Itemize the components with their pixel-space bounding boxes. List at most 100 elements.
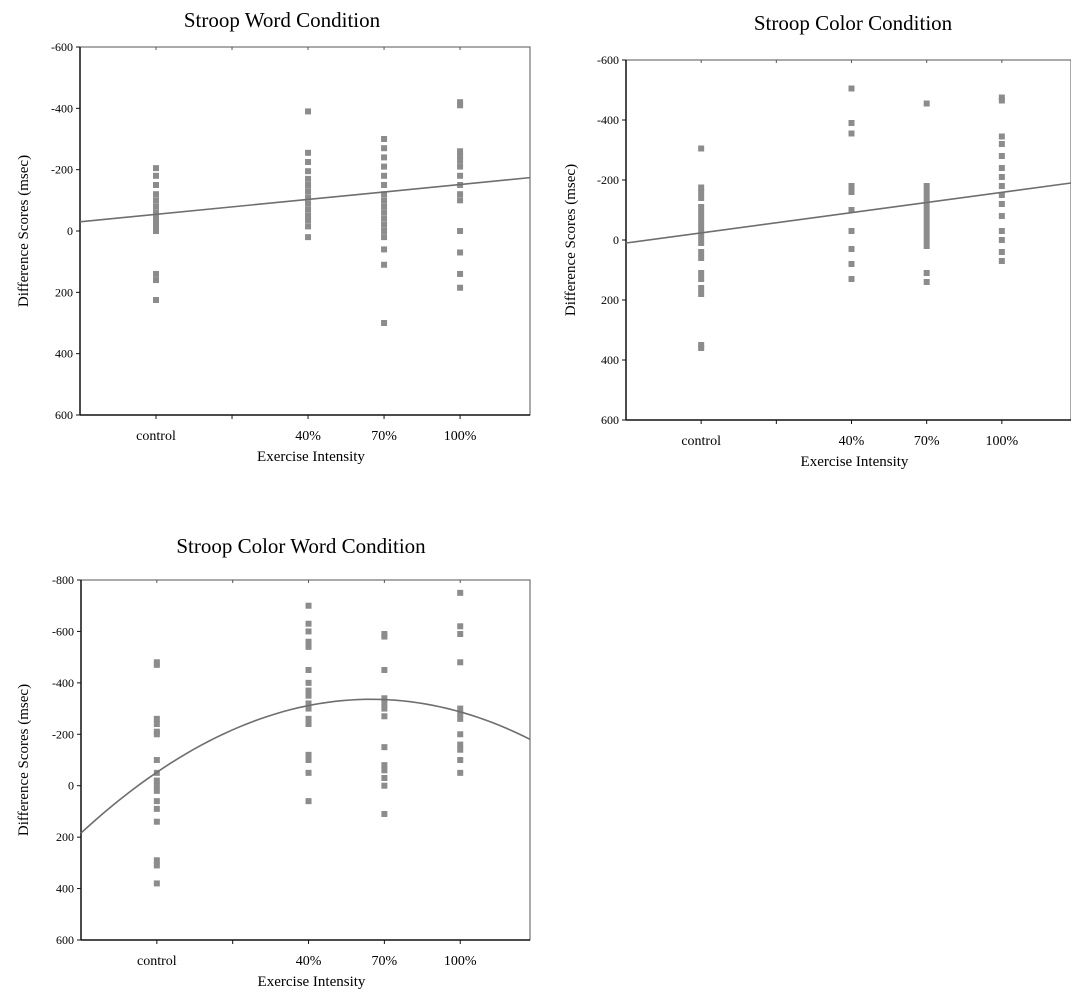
data-point [381,154,388,161]
data-point [153,191,160,198]
data-point [457,191,464,198]
x-tick-label: 70% [371,429,397,444]
data-point [457,197,464,204]
fit-line [80,698,531,834]
data-point [153,165,160,172]
data-point [457,163,464,170]
data-point [305,721,312,727]
data-point [381,191,388,198]
data-point [305,715,312,722]
data-point [923,270,930,276]
data-point [305,628,312,635]
data-point [698,345,705,351]
y-tick-label: 0 [68,779,74,793]
data-point [457,623,464,630]
data-point [305,217,312,224]
data-point [457,99,464,106]
data-point [305,159,312,165]
data-point [923,213,930,219]
chart-svg: Stroop Color Condition -600 -400 -200 0 200 40… [563,11,1071,470]
data-point [381,234,388,241]
data-point [153,731,160,738]
data-point [457,152,464,159]
chart-stroop-color-word: Stroop Color Word Condition -800 -600 -400 -… [0,525,540,993]
data-point [381,762,388,769]
data-point [381,320,388,326]
data-point [305,679,312,686]
data-point [381,246,388,253]
data-point [381,182,388,188]
data-point [457,102,464,109]
chart-title: Stroop Color Word Condition [176,534,426,558]
data-point [457,710,464,717]
data-point [998,213,1005,219]
data-point [153,172,160,179]
data-point [698,228,705,234]
x-tick-label: 100% [444,954,477,969]
data-point [381,695,388,702]
data-point [381,145,388,152]
data-point [381,775,388,781]
data-point [998,258,1005,264]
data-point [305,692,312,699]
data-point [848,189,855,195]
data-point [305,200,312,207]
x-axis-label: Exercise Intensity [258,974,366,990]
y-tick-label: -400 [52,676,74,690]
data-point [698,285,705,291]
y-tick-label: 400 [55,347,73,361]
data-point [923,219,930,225]
y-tick-label: -400 [597,113,619,127]
data-point [305,638,312,645]
data-point [923,279,930,285]
data-point [153,223,160,230]
chart-svg: Stroop Word Condition -600 -400 -200 0 200 400… [16,8,531,465]
x-tick-label: control [136,429,176,444]
data-point [848,130,855,137]
y-tick-label: 400 [56,882,74,896]
data-point [305,700,312,707]
data-point [153,862,160,869]
data-point [153,782,160,789]
data-point [923,231,930,237]
data-point [305,798,312,805]
x-tick-label: 40% [296,954,322,969]
x-axis-label: Exercise Intensity [257,449,365,465]
y-tick-label: 200 [56,830,74,844]
data-point [381,713,388,720]
data-point [381,163,388,170]
data-point [698,255,705,261]
data-point [698,270,705,276]
data-point [381,744,388,751]
data-point [381,228,388,234]
data-point [457,746,464,753]
x-tick-label: 100% [444,429,477,444]
data-point [457,731,464,738]
data-point [998,183,1005,189]
y-tick-label: -600 [597,53,619,67]
data-point [848,246,855,252]
data-point [457,249,464,256]
data-point [305,687,312,694]
chart-stroop-color: Stroop Color Condition -600 -400 -200 0 200 40… [555,0,1071,480]
data-point [923,243,930,249]
data-point [381,215,388,222]
data-point [305,206,312,213]
chart-svg: Stroop Color Word Condition -800 -600 -400 -… [16,534,531,990]
data-point [698,195,705,201]
data-point [381,700,388,707]
data-point [457,589,464,596]
data-point [381,221,388,228]
data-point [998,165,1005,171]
y-tick-label: 600 [56,933,74,947]
data-point [457,715,464,722]
data-point [153,661,160,668]
data-point [153,197,160,204]
data-point [153,857,160,864]
data-point [381,767,388,774]
data-point [305,234,312,241]
x-tick-label: control [137,954,177,969]
data-point [153,297,160,303]
data-point [698,276,705,282]
data-point [381,261,388,268]
